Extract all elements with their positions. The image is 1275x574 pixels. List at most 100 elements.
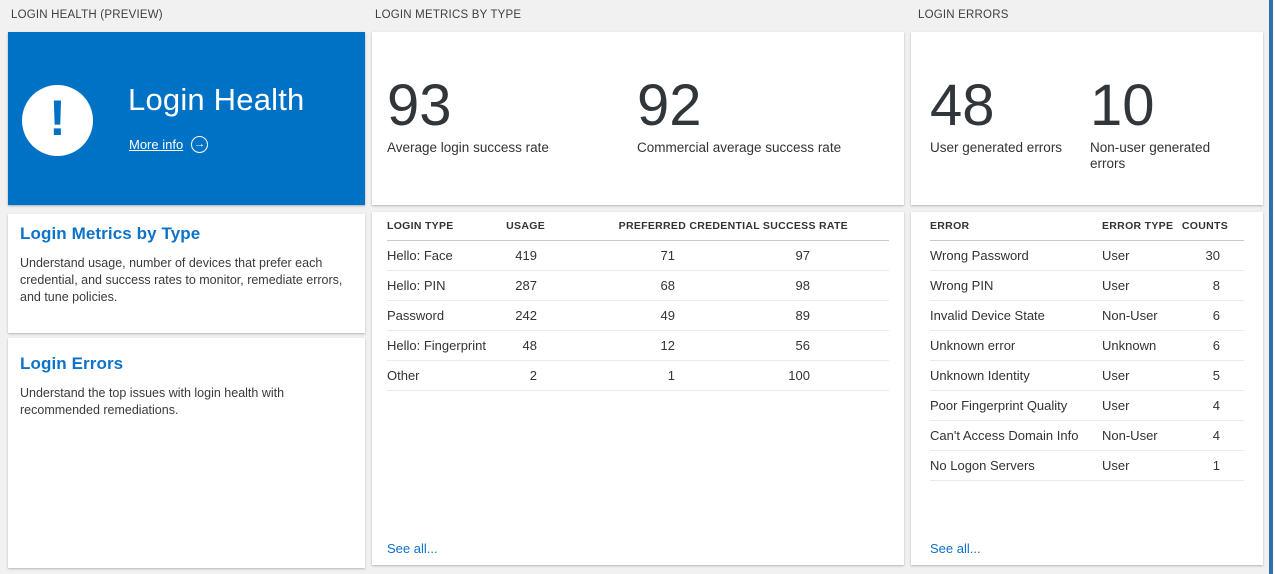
stat-commercial-average-success-rate: 92 Commercial average success rate bbox=[637, 77, 841, 156]
table-cell: No Logon Servers bbox=[930, 458, 1035, 473]
table-row: No Logon Servers User 1 bbox=[930, 451, 1244, 481]
stat-value: 10 bbox=[1090, 73, 1155, 138]
table-cell: 1 bbox=[667, 368, 675, 383]
stat-value: 93 bbox=[387, 73, 452, 138]
card-metrics-table: LOGIN TYPE USAGE PREFERRED CREDENTIAL SUCCE… bbox=[372, 212, 904, 565]
table-cell: 56 bbox=[795, 338, 810, 353]
table-cell: 419 bbox=[515, 248, 537, 263]
table-cell: 5 bbox=[1212, 368, 1220, 383]
table-cell: 2 bbox=[529, 368, 537, 383]
stat-non-user-generated-errors: 10 Non-user generated errors bbox=[1090, 77, 1210, 172]
window-edge-highlight bbox=[1273, 0, 1275, 574]
section-header-login-metrics: LOGIN METRICS BY TYPE bbox=[375, 9, 522, 21]
part-title: Login Errors bbox=[20, 354, 124, 373]
stat-value: 48 bbox=[930, 73, 995, 138]
table-cell: 4 bbox=[1212, 428, 1220, 443]
login-errors-table: ERROR ERROR TYPE COUNTS Wrong Password User 3… bbox=[930, 212, 1244, 481]
card-errors-summary[interactable]: 48 User generated errors 10 Non-user gen… bbox=[911, 32, 1263, 205]
table-cell: Unknown Identity bbox=[930, 368, 1030, 383]
column-header: ERROR bbox=[930, 220, 970, 232]
part-description: Understand the top issues with login hea… bbox=[20, 386, 285, 417]
table-cell: Hello: PIN bbox=[387, 278, 446, 293]
column-header: LOGIN TYPE bbox=[387, 220, 454, 232]
table-cell: Non-User bbox=[1102, 428, 1158, 443]
table-cell: Hello: Face bbox=[387, 248, 453, 263]
table-cell: 4 bbox=[1212, 398, 1220, 413]
stat-label: Commercial average success rate bbox=[637, 140, 842, 155]
table-cell: Unknown bbox=[1102, 338, 1157, 353]
tile-title: Login Health bbox=[128, 82, 305, 117]
table-cell: User bbox=[1102, 248, 1130, 263]
table-cell: 287 bbox=[515, 278, 537, 293]
table-cell: User bbox=[1102, 278, 1130, 293]
column-header: SUCCESS RATE bbox=[762, 220, 848, 232]
table-row: Hello: Fingerprint 48 12 56 bbox=[387, 331, 889, 361]
table-cell: Invalid Device State bbox=[930, 308, 1045, 323]
column-header: PREFERRED CREDENTIAL bbox=[618, 220, 760, 232]
section-header-login-health: LOGIN HEALTH (PREVIEW) bbox=[11, 9, 163, 21]
table-cell: Password bbox=[387, 308, 445, 323]
arrow-right-circle-icon: → bbox=[191, 136, 209, 153]
table-cell: Can't Access Domain Info bbox=[930, 428, 1079, 443]
table-cell: 48 bbox=[522, 338, 537, 353]
section-header-login-errors: LOGIN ERRORS bbox=[918, 9, 1009, 21]
table-cell: Hello: Fingerprint bbox=[387, 338, 486, 353]
more-info-label: More info bbox=[129, 137, 184, 152]
table-cell: User bbox=[1102, 398, 1130, 413]
table-row: Wrong PIN User 8 bbox=[930, 271, 1244, 301]
see-all-link[interactable]: See all... bbox=[930, 541, 981, 556]
table-cell: 100 bbox=[788, 368, 810, 383]
table-cell: User bbox=[1102, 458, 1130, 473]
card-errors-table: ERROR ERROR TYPE COUNTS Wrong Password User 3… bbox=[911, 212, 1263, 565]
window-edge bbox=[1269, 0, 1273, 574]
table-row: Wrong Password User 30 bbox=[930, 241, 1244, 271]
table-cell: 97 bbox=[795, 248, 810, 263]
table-row: Poor Fingerprint Quality User 4 bbox=[930, 391, 1244, 421]
part-title: Login Metrics by Type bbox=[20, 224, 201, 243]
login-metrics-table: LOGIN TYPE USAGE PREFERRED CREDENTIAL SUCCE… bbox=[387, 212, 889, 391]
card-metrics-summary[interactable]: 93 Average login success rate 92 Commerc… bbox=[372, 32, 904, 205]
part-login-metrics-by-type[interactable]: Login Metrics by Type Understand usage, … bbox=[8, 214, 365, 333]
part-login-errors[interactable]: Login Errors Understand the top issues w… bbox=[8, 338, 365, 568]
table-header-row: LOGIN TYPE USAGE PREFERRED CREDENTIAL SUCCE… bbox=[387, 212, 889, 241]
column-header: ERROR TYPE bbox=[1102, 220, 1174, 232]
column-header: COUNTS bbox=[1181, 220, 1228, 232]
part-description: Understand usage, number of devices that… bbox=[20, 256, 343, 304]
stat-label: Average login success rate bbox=[387, 140, 549, 155]
table-cell: 71 bbox=[660, 248, 675, 263]
table-row: Unknown error Unknown 6 bbox=[930, 331, 1244, 361]
column-header: USAGE bbox=[506, 220, 545, 232]
table-row: Hello: Face 419 71 97 bbox=[387, 241, 889, 271]
stat-average-login-success-rate: 93 Average login success rate bbox=[387, 77, 549, 156]
table-row: Can't Access Domain Info Non-User 4 bbox=[930, 421, 1244, 451]
table-cell: 12 bbox=[660, 338, 675, 353]
table-cell: 89 bbox=[795, 308, 810, 323]
login-health-tile[interactable]: ! Login Health More info → bbox=[8, 32, 365, 205]
table-cell: 6 bbox=[1212, 338, 1220, 353]
table-row: Other 2 1 100 bbox=[387, 361, 889, 391]
table-cell: 30 bbox=[1205, 248, 1220, 263]
see-all-link[interactable]: See all... bbox=[387, 541, 438, 556]
table-cell: 98 bbox=[795, 278, 810, 293]
table-cell: 8 bbox=[1212, 278, 1220, 293]
stat-value: 92 bbox=[637, 73, 702, 138]
alert-icon: ! bbox=[22, 85, 93, 156]
table-row: Password 242 49 89 bbox=[387, 301, 889, 331]
more-info-link[interactable]: More info → bbox=[129, 136, 209, 153]
table-row: Invalid Device State Non-User 6 bbox=[930, 301, 1244, 331]
table-cell: Poor Fingerprint Quality bbox=[930, 398, 1068, 413]
stat-label: Non-user generated errors bbox=[1090, 140, 1211, 171]
table-row: Hello: PIN 287 68 98 bbox=[387, 271, 889, 301]
table-cell: Other bbox=[387, 368, 420, 383]
table-cell: 6 bbox=[1212, 308, 1220, 323]
stat-label: User generated errors bbox=[930, 140, 1063, 155]
table-cell: Wrong PIN bbox=[930, 278, 994, 293]
table-cell: 68 bbox=[660, 278, 675, 293]
table-cell: Wrong Password bbox=[930, 248, 1029, 263]
stat-user-generated-errors: 48 User generated errors bbox=[930, 77, 1062, 156]
table-cell: Non-User bbox=[1102, 308, 1158, 323]
alert-glyph: ! bbox=[49, 90, 66, 146]
table-cell: 242 bbox=[515, 308, 537, 323]
table-cell: User bbox=[1102, 368, 1130, 383]
